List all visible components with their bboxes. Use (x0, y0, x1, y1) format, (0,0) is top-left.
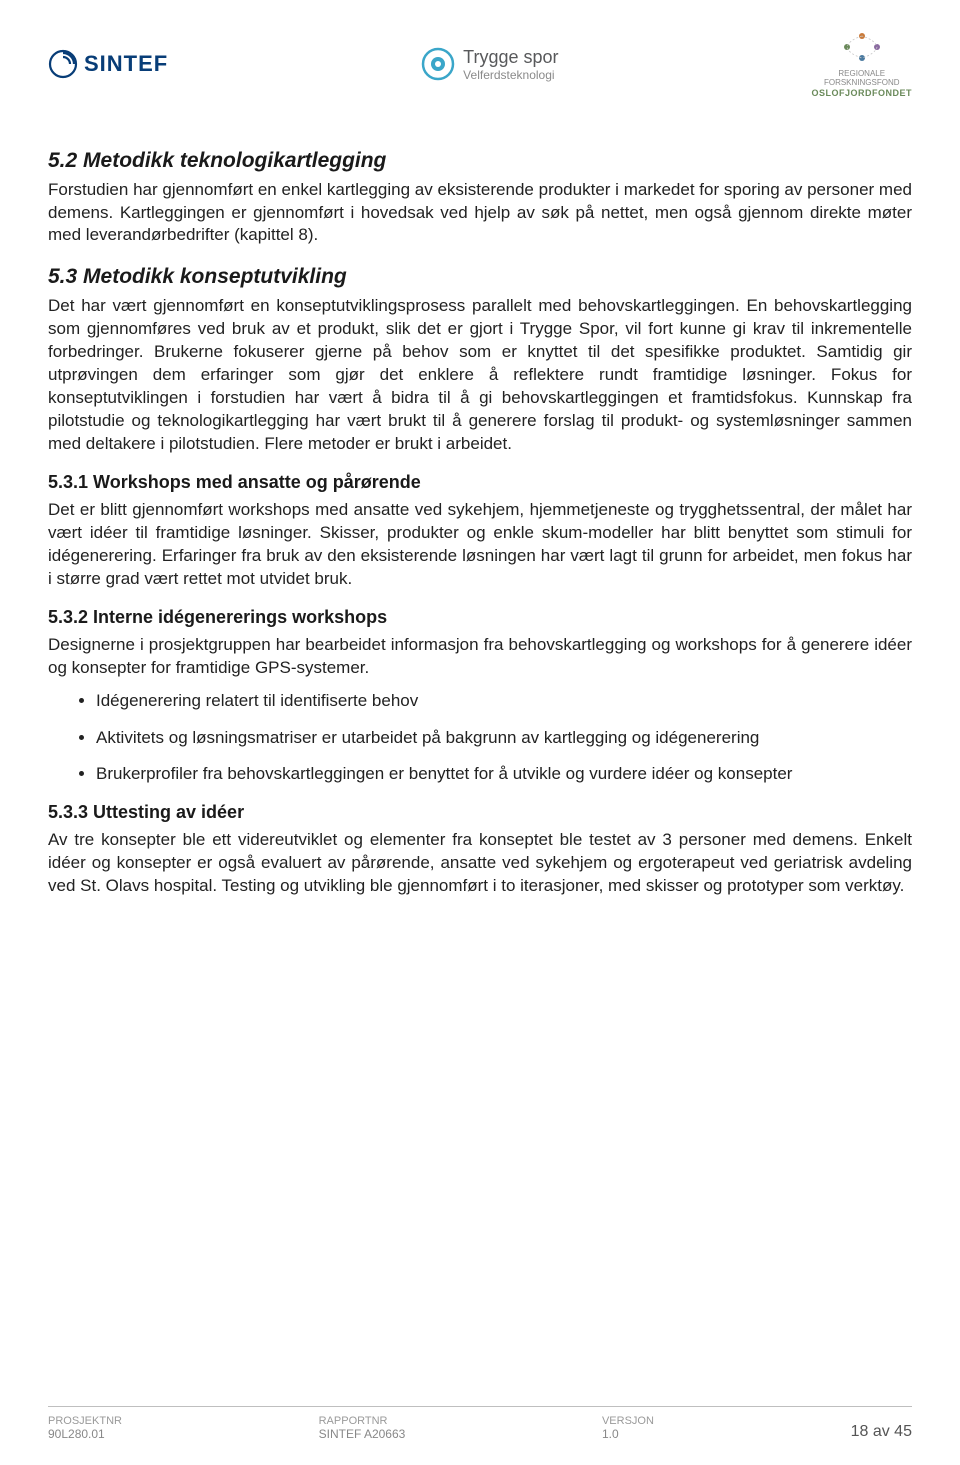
list-item: Brukerprofiler fra behovskartleggingen e… (96, 763, 912, 786)
footer-report-label: RAPPORTNR (319, 1415, 406, 1427)
footer-project-value: 90L280.01 (48, 1427, 122, 1441)
oslofjord-line1: REGIONALE (811, 69, 912, 79)
footer-project: PROSJEKTNR 90L280.01 (48, 1415, 122, 1441)
page-current: 18 (851, 1423, 869, 1440)
sintef-wordmark: SINTEF (84, 51, 168, 77)
paragraph-5-2: Forstudien har gjennomført en enkel kart… (48, 179, 912, 248)
sintef-swirl-icon (48, 49, 78, 79)
heading-5-3-3: 5.3.3 Uttesting av idéer (48, 802, 912, 823)
heading-5-3: 5.3 Metodikk konseptutvikling (48, 265, 912, 289)
trygge-spor-icon (421, 47, 455, 81)
oslofjord-line2: FORSKNINGSFOND (811, 78, 912, 88)
page-footer: PROSJEKTNR 90L280.01 RAPPORTNR SINTEF A2… (48, 1406, 912, 1441)
bullet-list-5-3-2: Idégenerering relatert til identifiserte… (96, 690, 912, 787)
page-header: SINTEF Trygge spor Velferdsteknologi REG… (48, 30, 912, 99)
heading-5-2: 5.2 Metodikk teknologikartlegging (48, 149, 912, 173)
page-number: 18 av 45 (851, 1423, 912, 1441)
footer-report-value: SINTEF A20663 (319, 1427, 406, 1441)
footer-report: RAPPORTNR SINTEF A20663 (319, 1415, 406, 1441)
list-item: Aktivitets og løsningsmatriser er utarbe… (96, 727, 912, 750)
trygge-spor-text: Trygge spor Velferdsteknologi (463, 47, 558, 82)
heading-5-3-1: 5.3.1 Workshops med ansatte og pårørende (48, 472, 912, 493)
footer-version: VERSJON 1.0 (602, 1415, 654, 1441)
page-total: 45 (894, 1423, 912, 1440)
trygge-spor-subtitle: Velferdsteknologi (463, 68, 558, 82)
oslofjordfondet-logo: REGIONALE FORSKNINGSFOND OSLOFJORDFONDET (811, 30, 912, 99)
heading-5-3-2: 5.3.2 Interne idégenererings workshops (48, 607, 912, 628)
paragraph-5-3: Det har vært gjennomført en konseptutvik… (48, 295, 912, 456)
document-page: SINTEF Trygge spor Velferdsteknologi REG… (0, 0, 960, 898)
footer-version-label: VERSJON (602, 1415, 654, 1427)
oslofjord-dots-icon (837, 30, 887, 64)
footer-version-value: 1.0 (602, 1427, 654, 1441)
paragraph-5-3-3: Av tre konsepter ble ett videreutviklet … (48, 829, 912, 898)
oslofjord-line3: OSLOFJORDFONDET (811, 88, 912, 99)
trygge-spor-logo: Trygge spor Velferdsteknologi (421, 47, 558, 82)
paragraph-5-3-1: Det er blitt gjennomført workshops med a… (48, 499, 912, 591)
trygge-spor-title: Trygge spor (463, 47, 558, 68)
list-item: Idégenerering relatert til identifiserte… (96, 690, 912, 713)
sintef-logo: SINTEF (48, 49, 168, 79)
page-sep: av (868, 1423, 894, 1440)
paragraph-5-3-2: Designerne i prosjektgruppen har bearbei… (48, 634, 912, 680)
footer-project-label: PROSJEKTNR (48, 1415, 122, 1427)
